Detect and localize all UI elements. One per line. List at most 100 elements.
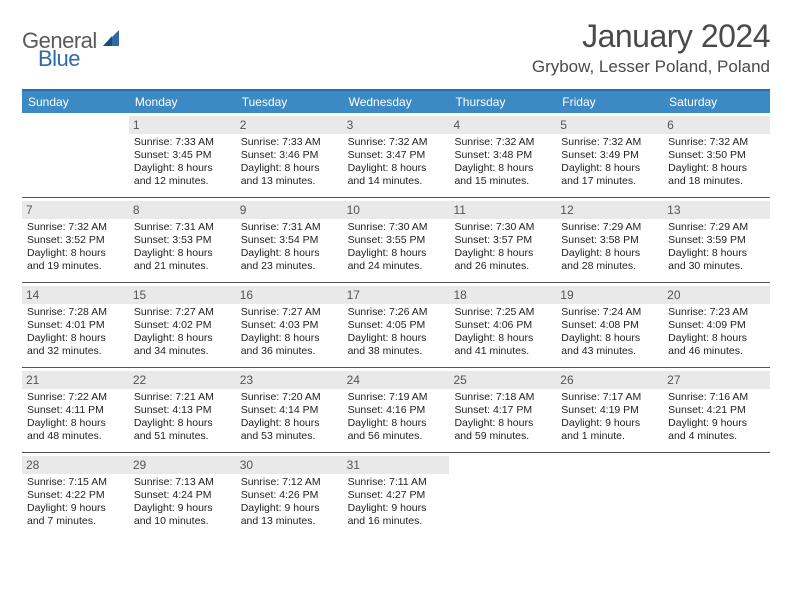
day-number: 8 [129, 201, 236, 219]
week-row: 14 Sunrise: 7:28 AMSunset: 4:01 PMDayligh… [22, 283, 770, 368]
day-cell: 3 Sunrise: 7:32 AMSunset: 3:47 PMDaylight… [343, 113, 450, 197]
day-cell: 22 Sunrise: 7:21 AMSunset: 4:13 PMDayligh… [129, 368, 236, 452]
day-cell [556, 453, 663, 537]
day-number: 3 [343, 116, 450, 134]
day-info: Sunrise: 7:12 AMSunset: 4:26 PMDaylight:… [241, 476, 338, 529]
day-cell: 8 Sunrise: 7:31 AMSunset: 3:53 PMDaylight… [129, 198, 236, 282]
day-info: Sunrise: 7:32 AMSunset: 3:50 PMDaylight:… [668, 136, 765, 189]
day-info: Sunrise: 7:20 AMSunset: 4:14 PMDaylight:… [241, 391, 338, 444]
day-number: 25 [449, 371, 556, 389]
day-number: 17 [343, 286, 450, 304]
day-info: Sunrise: 7:28 AMSunset: 4:01 PMDaylight:… [27, 306, 124, 359]
day-info: Sunrise: 7:23 AMSunset: 4:09 PMDaylight:… [668, 306, 765, 359]
day-info: Sunrise: 7:27 AMSunset: 4:03 PMDaylight:… [241, 306, 338, 359]
day-info: Sunrise: 7:17 AMSunset: 4:19 PMDaylight:… [561, 391, 658, 444]
day-number: 31 [343, 456, 450, 474]
weekday-header: Tuesday [236, 91, 343, 113]
weekday-header: Monday [129, 91, 236, 113]
day-info: Sunrise: 7:30 AMSunset: 3:57 PMDaylight:… [454, 221, 551, 274]
day-number: 27 [663, 371, 770, 389]
day-number: 16 [236, 286, 343, 304]
day-info: Sunrise: 7:29 AMSunset: 3:58 PMDaylight:… [561, 221, 658, 274]
day-number: 26 [556, 371, 663, 389]
week-row: 1 Sunrise: 7:33 AMSunset: 3:45 PMDaylight… [22, 113, 770, 198]
day-number: 9 [236, 201, 343, 219]
day-cell: 30 Sunrise: 7:12 AMSunset: 4:26 PMDayligh… [236, 453, 343, 537]
day-info: Sunrise: 7:16 AMSunset: 4:21 PMDaylight:… [668, 391, 765, 444]
day-number: 6 [663, 116, 770, 134]
day-number: 30 [236, 456, 343, 474]
week-row: 21Sunrise: 7:22 AMSunset: 4:11 PMDayligh… [22, 368, 770, 453]
day-info: Sunrise: 7:11 AMSunset: 4:27 PMDaylight:… [348, 476, 445, 529]
day-cell: 17Sunrise: 7:26 AMSunset: 4:05 PMDayligh… [343, 283, 450, 367]
day-cell: 25 Sunrise: 7:18 AMSunset: 4:17 PMDayligh… [449, 368, 556, 452]
day-info: Sunrise: 7:27 AMSunset: 4:02 PMDaylight:… [134, 306, 231, 359]
weekday-header: Saturday [663, 91, 770, 113]
day-info: Sunrise: 7:31 AMSunset: 3:54 PMDaylight:… [241, 221, 338, 274]
day-cell: 9 Sunrise: 7:31 AMSunset: 3:54 PMDaylight… [236, 198, 343, 282]
day-cell [663, 453, 770, 537]
weekday-row: Sunday Monday Tuesday Wednesday Thursday… [22, 91, 770, 113]
day-number: 21 [22, 371, 129, 389]
day-cell: 16 Sunrise: 7:27 AMSunset: 4:03 PMDayligh… [236, 283, 343, 367]
day-info: Sunrise: 7:19 AMSunset: 4:16 PMDaylight:… [348, 391, 445, 444]
day-number: 2 [236, 116, 343, 134]
day-info: Sunrise: 7:18 AMSunset: 4:17 PMDaylight:… [454, 391, 551, 444]
day-cell: 27 Sunrise: 7:16 AMSunset: 4:21 PMDayligh… [663, 368, 770, 452]
day-number: 5 [556, 116, 663, 134]
weekday-header: Thursday [449, 91, 556, 113]
weekday-header: Friday [556, 91, 663, 113]
day-number [22, 116, 129, 120]
day-info: Sunrise: 7:32 AMSunset: 3:47 PMDaylight:… [348, 136, 445, 189]
day-info: Sunrise: 7:33 AMSunset: 3:45 PMDaylight:… [134, 136, 231, 189]
day-cell: 4 Sunrise: 7:32 AMSunset: 3:48 PMDaylight… [449, 113, 556, 197]
month-title: January 2024 [532, 18, 770, 55]
weekday-header: Sunday [22, 91, 129, 113]
day-cell: 18Sunrise: 7:25 AMSunset: 4:06 PMDayligh… [449, 283, 556, 367]
day-cell: 14 Sunrise: 7:28 AMSunset: 4:01 PMDayligh… [22, 283, 129, 367]
day-cell: 11 Sunrise: 7:30 AMSunset: 3:57 PMDayligh… [449, 198, 556, 282]
day-number: 14 [22, 286, 129, 304]
day-cell: 28 Sunrise: 7:15 AMSunset: 4:22 PMDayligh… [22, 453, 129, 537]
day-number: 24 [343, 371, 450, 389]
day-cell: 13Sunrise: 7:29 AMSunset: 3:59 PMDayligh… [663, 198, 770, 282]
day-number: 1 [129, 116, 236, 134]
calendar: Sunday Monday Tuesday Wednesday Thursday… [22, 89, 770, 537]
logo-second-line: Blue [38, 46, 80, 72]
day-number [449, 456, 556, 460]
day-info: Sunrise: 7:32 AMSunset: 3:48 PMDaylight:… [454, 136, 551, 189]
day-cell: 19 Sunrise: 7:24 AMSunset: 4:08 PMDayligh… [556, 283, 663, 367]
day-info: Sunrise: 7:31 AMSunset: 3:53 PMDaylight:… [134, 221, 231, 274]
day-info: Sunrise: 7:32 AMSunset: 3:52 PMDaylight:… [27, 221, 124, 274]
day-cell: 31 Sunrise: 7:11 AMSunset: 4:27 PMDayligh… [343, 453, 450, 537]
day-cell: 23 Sunrise: 7:20 AMSunset: 4:14 PMDayligh… [236, 368, 343, 452]
day-cell: 5 Sunrise: 7:32 AMSunset: 3:49 PMDaylight… [556, 113, 663, 197]
day-number: 23 [236, 371, 343, 389]
day-info: Sunrise: 7:24 AMSunset: 4:08 PMDaylight:… [561, 306, 658, 359]
day-cell: 29Sunrise: 7:13 AMSunset: 4:24 PMDayligh… [129, 453, 236, 537]
day-number: 4 [449, 116, 556, 134]
day-cell [449, 453, 556, 537]
day-info: Sunrise: 7:15 AMSunset: 4:22 PMDaylight:… [27, 476, 124, 529]
day-number: 19 [556, 286, 663, 304]
day-cell: 24 Sunrise: 7:19 AMSunset: 4:16 PMDayligh… [343, 368, 450, 452]
day-info: Sunrise: 7:32 AMSunset: 3:49 PMDaylight:… [561, 136, 658, 189]
day-number: 13 [663, 201, 770, 219]
day-info: Sunrise: 7:30 AMSunset: 3:55 PMDaylight:… [348, 221, 445, 274]
day-info: Sunrise: 7:21 AMSunset: 4:13 PMDaylight:… [134, 391, 231, 444]
day-cell: 6 Sunrise: 7:32 AMSunset: 3:50 PMDaylight… [663, 113, 770, 197]
day-number [556, 456, 663, 460]
day-number: 15 [129, 286, 236, 304]
week-row: 7Sunrise: 7:32 AMSunset: 3:52 PMDaylight… [22, 198, 770, 283]
day-number: 28 [22, 456, 129, 474]
week-row: 28 Sunrise: 7:15 AMSunset: 4:22 PMDayligh… [22, 453, 770, 537]
day-number: 22 [129, 371, 236, 389]
logo-sail-icon [101, 28, 123, 53]
day-number: 10 [343, 201, 450, 219]
title-block: January 2024 Grybow, Lesser Poland, Pola… [532, 18, 770, 77]
day-info: Sunrise: 7:13 AMSunset: 4:24 PMDaylight:… [134, 476, 231, 529]
day-number [663, 456, 770, 460]
day-number: 11 [449, 201, 556, 219]
day-cell: 21Sunrise: 7:22 AMSunset: 4:11 PMDayligh… [22, 368, 129, 452]
weekday-header: Wednesday [343, 91, 450, 113]
